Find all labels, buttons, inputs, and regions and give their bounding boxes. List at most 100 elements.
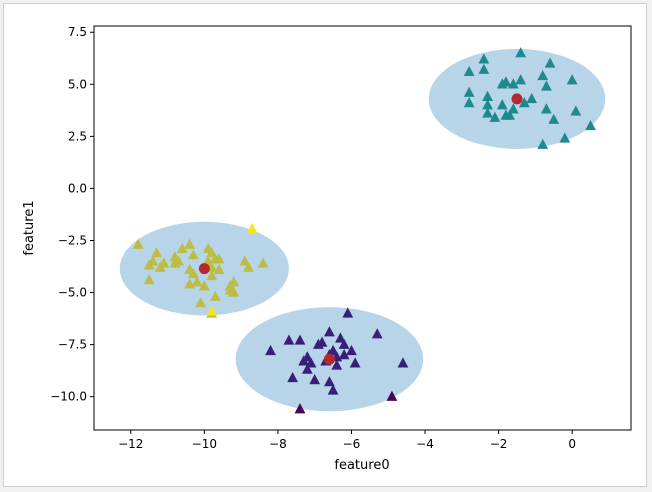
y-tick-label: 0.0	[68, 181, 87, 195]
data-point	[537, 69, 549, 81]
data-point	[544, 57, 556, 68]
data-point	[526, 92, 538, 104]
data-point	[463, 86, 475, 97]
data-point	[143, 259, 155, 270]
data-point	[323, 376, 335, 387]
data-points	[132, 47, 596, 414]
data-point	[305, 357, 317, 368]
data-point	[154, 261, 166, 272]
data-point	[482, 90, 493, 102]
data-point	[151, 246, 162, 258]
data-point	[198, 280, 210, 291]
data-point	[206, 269, 218, 281]
cluster-regions	[119, 48, 606, 412]
data-point	[478, 63, 490, 74]
data-point	[386, 390, 398, 401]
data-point	[206, 305, 218, 316]
data-point	[463, 97, 475, 108]
y-tick-label: 7.5	[68, 25, 87, 39]
x-tick-label: −2	[490, 437, 508, 451]
data-point	[331, 359, 343, 370]
data-point	[504, 109, 516, 120]
data-point	[338, 349, 350, 360]
data-point	[206, 246, 218, 258]
x-axis-label: feature0	[334, 458, 389, 473]
chart-figure: −12 −10 −8 −6 −4 −2 0 7.5 5.0 2.5 0.0 −2.5 −5.0 −7.5…	[3, 3, 647, 487]
y-tick-label: −2.5	[58, 233, 87, 247]
y-tick-label: −5.0	[58, 286, 87, 300]
data-point	[327, 384, 339, 395]
data-point	[301, 363, 313, 374]
data-point	[496, 99, 508, 110]
data-point	[287, 371, 299, 383]
data-point	[559, 132, 571, 143]
x-axis-ticks: −12 −10 −8 −6 −4 −2 0	[118, 430, 576, 451]
x-tick-label: −4	[416, 437, 434, 451]
data-point	[187, 249, 199, 260]
data-point	[541, 103, 552, 114]
data-point	[463, 65, 475, 77]
y-tick-label: 2.5	[68, 129, 87, 143]
data-point	[397, 357, 409, 368]
x-tick-label: 0	[568, 437, 576, 451]
data-point	[283, 334, 295, 345]
data-point	[228, 276, 240, 287]
data-point	[213, 253, 225, 264]
y-axis-ticks: 7.5 5.0 2.5 0.0 −2.5 −5.0 −7.5 −10.0	[50, 25, 94, 404]
data-point	[548, 113, 560, 124]
data-point	[346, 344, 357, 356]
data-point	[507, 78, 519, 89]
data-point	[184, 238, 196, 249]
x-tick-label: −6	[343, 437, 361, 451]
data-point	[176, 242, 188, 254]
data-point	[195, 296, 207, 308]
y-tick-label: 5.0	[68, 77, 87, 91]
data-point	[482, 99, 493, 110]
data-point	[570, 105, 582, 116]
data-point	[191, 276, 203, 287]
data-point	[338, 338, 350, 349]
data-point	[478, 53, 490, 64]
y-tick-label: −10.0	[50, 390, 87, 404]
data-point	[143, 274, 155, 285]
x-tick-label: −12	[118, 437, 143, 451]
data-point	[294, 334, 306, 345]
x-tick-label: −10	[192, 437, 217, 451]
cluster-center	[511, 93, 523, 105]
data-point	[202, 255, 214, 266]
data-point	[323, 326, 335, 337]
data-point	[585, 119, 596, 131]
data-point	[335, 332, 346, 343]
data-point	[132, 238, 144, 249]
data-point	[209, 290, 221, 301]
data-point	[243, 261, 254, 272]
data-point	[566, 74, 578, 85]
data-point	[515, 74, 527, 85]
data-point	[500, 76, 512, 87]
data-point	[265, 344, 276, 356]
plot-area	[93, 25, 632, 431]
data-point	[537, 138, 549, 149]
cluster-centers	[198, 93, 523, 365]
data-point	[301, 351, 313, 362]
data-point	[515, 47, 527, 58]
y-tick-label: −7.5	[58, 338, 87, 352]
data-point	[507, 103, 519, 114]
cluster-center	[198, 263, 210, 275]
data-point	[239, 255, 251, 266]
data-point	[489, 111, 501, 122]
data-point	[294, 403, 306, 414]
data-point	[246, 223, 258, 234]
data-point	[187, 267, 199, 279]
data-point	[309, 374, 321, 385]
y-axis-label: feature1	[22, 200, 37, 255]
data-point	[257, 257, 269, 268]
data-point	[482, 107, 493, 118]
data-point	[173, 255, 184, 266]
data-point	[224, 284, 236, 295]
data-point	[316, 336, 328, 347]
scatter-chart: −12 −10 −8 −6 −4 −2 0 7.5 5.0 2.5 0.0 −2.5 −5.0 −7.5…	[22, 25, 632, 473]
data-point	[213, 263, 225, 274]
data-point	[342, 307, 354, 318]
data-point	[518, 97, 530, 108]
